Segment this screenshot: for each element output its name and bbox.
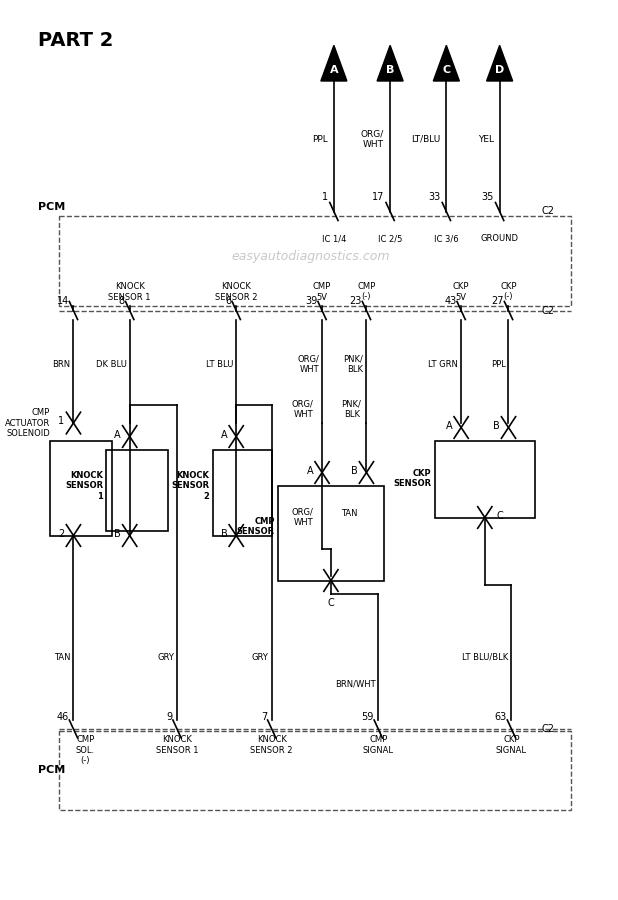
- Text: PPL: PPL: [491, 360, 506, 369]
- Text: ORG/
WHT: ORG/ WHT: [291, 400, 313, 419]
- Text: LT/BLU: LT/BLU: [411, 135, 441, 144]
- Text: 46: 46: [56, 712, 69, 722]
- Text: KNOCK
SENSOR
1: KNOCK SENSOR 1: [65, 471, 103, 501]
- Text: 59: 59: [361, 712, 373, 722]
- Text: A: A: [446, 420, 452, 431]
- Text: CMP
ACTUATOR
SOLENOID: CMP ACTUATOR SOLENOID: [4, 408, 50, 438]
- Text: C2: C2: [541, 305, 554, 316]
- Text: C: C: [497, 510, 504, 521]
- Text: B: B: [114, 528, 121, 539]
- Text: CKP
(-): CKP (-): [500, 282, 517, 302]
- Polygon shape: [321, 45, 347, 81]
- Text: CKP
SENSOR: CKP SENSOR: [394, 469, 431, 489]
- Text: C2: C2: [541, 724, 554, 734]
- Text: easyautodiagnostics.com: easyautodiagnostics.com: [231, 250, 389, 263]
- Text: CMP
SENSOR: CMP SENSOR: [237, 517, 274, 536]
- Text: PNK/
BLK: PNK/ BLK: [344, 355, 363, 374]
- Text: LT GRN: LT GRN: [428, 360, 458, 369]
- Text: B: B: [351, 465, 358, 476]
- Text: 35: 35: [481, 193, 494, 202]
- Text: 27: 27: [491, 296, 504, 306]
- Text: ORG/
WHT: ORG/ WHT: [361, 130, 384, 149]
- Text: 14: 14: [56, 296, 69, 306]
- Text: 6: 6: [226, 296, 232, 306]
- Text: KNOCK
SENSOR 1: KNOCK SENSOR 1: [156, 735, 198, 755]
- Text: BRN/WHT: BRN/WHT: [335, 680, 375, 688]
- Text: A: A: [221, 429, 227, 440]
- Text: CMP
SIGNAL: CMP SIGNAL: [363, 735, 394, 755]
- Text: C: C: [442, 65, 451, 75]
- Text: 23: 23: [349, 296, 362, 306]
- Text: LT BLU/BLK: LT BLU/BLK: [462, 652, 509, 662]
- Text: GRY: GRY: [157, 652, 174, 662]
- Text: CMP
SOL.
(-): CMP SOL. (-): [76, 735, 95, 765]
- Text: TAN: TAN: [54, 652, 70, 662]
- Text: IC 2/5: IC 2/5: [378, 234, 402, 243]
- Text: C: C: [328, 598, 334, 608]
- Text: IC 3/6: IC 3/6: [434, 234, 459, 243]
- Text: 43: 43: [444, 296, 457, 306]
- Text: C2: C2: [541, 206, 554, 217]
- Text: B: B: [221, 528, 227, 539]
- Text: CMP
5V: CMP 5V: [313, 282, 331, 302]
- Text: PART 2: PART 2: [38, 32, 113, 50]
- Text: 39: 39: [305, 296, 317, 306]
- Text: 9: 9: [166, 712, 172, 722]
- Text: A: A: [307, 465, 313, 476]
- Text: 1: 1: [59, 416, 64, 427]
- Text: YEL: YEL: [478, 135, 494, 144]
- Text: 63: 63: [494, 712, 507, 722]
- Text: PNK/
BLK: PNK/ BLK: [341, 400, 360, 419]
- Text: KNOCK
SENSOR 1: KNOCK SENSOR 1: [108, 282, 151, 302]
- Text: PCM: PCM: [38, 765, 65, 776]
- Text: 2: 2: [58, 528, 64, 539]
- Text: 8: 8: [119, 296, 125, 306]
- Text: ORG/
WHT: ORG/ WHT: [297, 355, 319, 374]
- Text: BRN: BRN: [53, 360, 70, 369]
- Text: KNOCK
SENSOR
2: KNOCK SENSOR 2: [171, 471, 210, 501]
- Text: GRY: GRY: [252, 652, 269, 662]
- Text: KNOCK
SENSOR 2: KNOCK SENSOR 2: [215, 282, 258, 302]
- Text: LT BLU: LT BLU: [206, 360, 233, 369]
- Text: 17: 17: [372, 193, 384, 202]
- Text: IC 1/4: IC 1/4: [322, 234, 346, 243]
- Text: CKP
5V: CKP 5V: [453, 282, 470, 302]
- Text: PPL: PPL: [312, 135, 328, 144]
- Text: B: B: [493, 420, 499, 431]
- Text: KNOCK
SENSOR 2: KNOCK SENSOR 2: [250, 735, 293, 755]
- Polygon shape: [377, 45, 403, 81]
- Text: D: D: [495, 65, 504, 75]
- Text: 33: 33: [428, 193, 441, 202]
- Polygon shape: [433, 45, 459, 81]
- Text: TAN: TAN: [341, 508, 358, 518]
- Text: ORG/
WHT: ORG/ WHT: [291, 508, 313, 527]
- Polygon shape: [486, 45, 513, 81]
- Text: CKP
SIGNAL: CKP SIGNAL: [496, 735, 527, 755]
- Text: DK BLU: DK BLU: [96, 360, 127, 369]
- Text: PCM: PCM: [38, 202, 65, 212]
- Text: A: A: [114, 429, 121, 440]
- Text: CMP
(-): CMP (-): [357, 282, 376, 302]
- Text: A: A: [329, 65, 338, 75]
- Text: B: B: [386, 65, 394, 75]
- Text: 1: 1: [322, 193, 328, 202]
- Text: GROUND: GROUND: [481, 234, 519, 243]
- Text: 7: 7: [261, 712, 267, 722]
